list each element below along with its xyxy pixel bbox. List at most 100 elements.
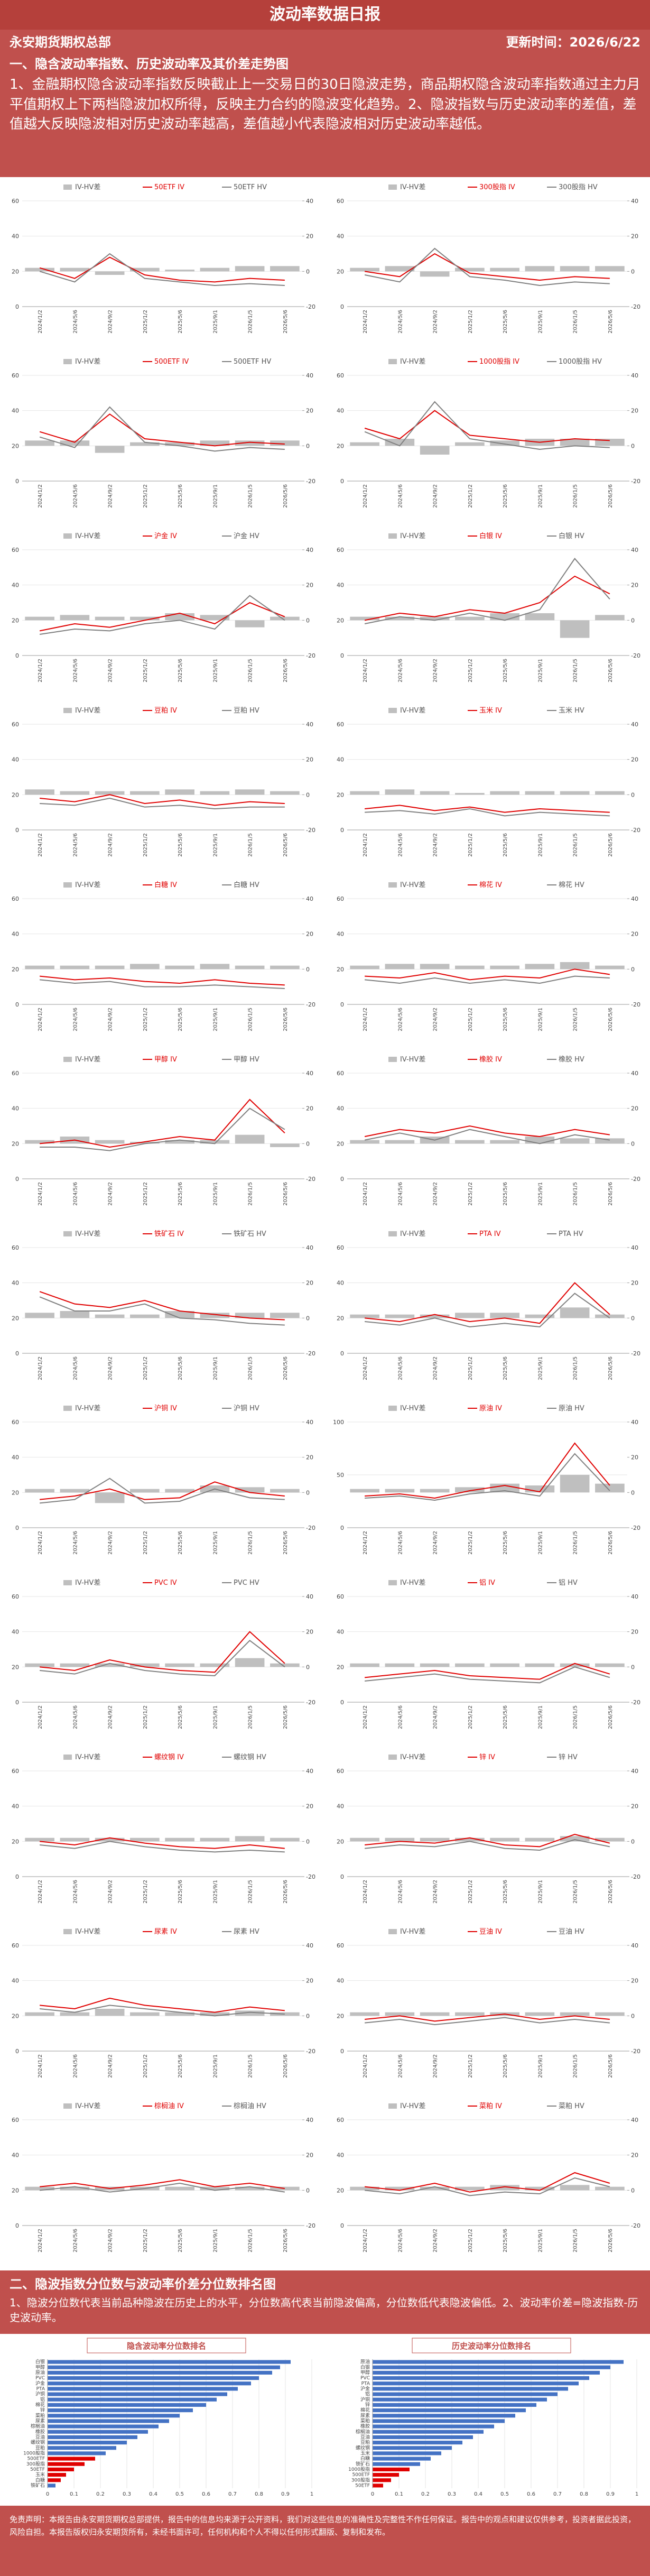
diff-bar [525,1314,555,1318]
x-tick-label: 2025/1/2 [468,2229,473,2252]
x-tick-label: 2025/1/2 [143,2229,148,2252]
legend-swatch [63,1406,72,1411]
line [40,1841,285,1853]
diff-bar [560,1475,590,1493]
diff-bar [60,1663,90,1667]
line [365,805,610,813]
chart: 0 20 40 60 -20 0 20 40 IV-HV差 铝 IV 铝 HV 2024/1/2 202… [337,1579,640,1729]
y2-tick-label: 40 [631,198,638,205]
line [364,247,610,287]
legend-label: 1000股指 HV [559,358,602,366]
legend-label: 豆粕 IV [154,707,177,715]
x-tick-label: 2025/9/1 [537,1008,543,1031]
legend-label: 棉花 HV [559,881,584,889]
legend-label: PVC IV [154,1579,177,1587]
legend-swatch [63,1231,72,1236]
x-tick-label: 2025/5/6 [178,1705,183,1729]
diff-bar [560,1836,590,1842]
diff-bar [130,1314,160,1318]
diff-bar [95,965,125,970]
y-tick-label: 40 [337,1803,344,1810]
legend-swatch [63,359,72,364]
y-tick-label: 20 [337,1838,344,1845]
bar [48,2370,272,2375]
x-tick-label: 2024/9/2 [433,659,439,682]
line [365,1839,610,1851]
diff-bar [350,267,379,272]
x-tick-label: 2026/1/5 [248,2054,254,2078]
y-tick-label: 60 [12,2117,19,2123]
y-tick-label: 40 [337,756,344,763]
legend-label: 铁矿石 IV [154,1230,184,1238]
legend-label: 甲醇 IV [154,1055,177,1064]
chart: 0 20 40 60 -20 0 20 40 IV-HV差 棉花 IV 棉花 HV 2024/1/2 2… [337,881,640,1031]
y2-tick-label: 20 [631,233,638,240]
x-tick-label: 2024/5/6 [72,1531,78,1555]
diff-bar [95,1314,125,1318]
x-tick-label: 2025/9/1 [212,310,218,334]
y2-tick-label: 0 [631,966,635,973]
y2-tick-label: 0 [306,1838,310,1845]
line [364,1129,610,1144]
x-tick-label: 2025/5/6 [178,310,183,334]
bar [373,2424,494,2429]
diff-bar [455,793,485,795]
y-tick-label: 500ETF [352,2472,370,2478]
diff-bar [455,442,485,446]
bar [48,2467,74,2471]
x-tick-label: 2025/1/2 [143,1531,148,1555]
x-tick-label: 2025/1/2 [468,1531,473,1555]
y-tick-label: 棕榈油 [31,2423,45,2430]
x-tick-label: 2025/1/2 [468,659,473,682]
x-tick-label: 2024/5/6 [397,1705,403,1729]
diff-bar [235,1134,265,1144]
x-tick-label: 2024/5/6 [72,2054,78,2078]
x-tick-label: 2026/5/6 [608,659,614,682]
x-tick-label: 0.7 [553,2491,562,2497]
x-tick-label: 0.6 [527,2491,535,2497]
x-tick-label: 2025/5/6 [503,310,508,334]
x-tick-label: 0 [371,2491,374,2497]
legend-label: IV-HV差 [75,881,100,889]
x-tick-label: 2024/1/2 [38,1705,43,1729]
y-tick-label: 60 [12,547,19,553]
x-tick-label: 2026/5/6 [283,2229,289,2252]
x-tick-label: 2026/5/6 [608,1008,614,1031]
x-tick-label: 2026/5/6 [608,1531,614,1555]
x-tick-label: 0.1 [395,2491,403,2497]
diff-bar [165,1663,194,1667]
diff-bar [60,267,90,272]
legend-swatch [63,533,72,539]
disclaimer: 免责声明：本报告由永安期货期权总部提供，报告中的信息均来源于公开资料，我们对这些… [0,2506,650,2576]
legend-label: 白银 IV [479,532,502,540]
y-tick-label: 20 [12,2187,19,2194]
legend-label: 豆油 HV [559,1928,584,1936]
diff-bar [60,1838,90,1842]
diff-bar [95,1140,125,1144]
y-tick-label: 20 [12,1140,19,1147]
x-tick-label: 2026/5/6 [608,310,614,334]
y2-tick-label: 0 [306,966,310,973]
legend-swatch [63,882,72,888]
y2-tick-label: 40 [631,1593,638,1600]
legend-label: 棉花 IV [479,881,502,889]
y2-tick-label: 0 [306,1315,310,1322]
y-tick-label: 锌 [365,2402,370,2408]
section-note: 1、隐波分位数代表当前品种隐波在历史上的水平，分位数高代表当前隐波偏高，分位数低… [10,2296,638,2324]
legend-label: IV-HV差 [75,532,100,540]
diff-bar [200,615,230,621]
y-tick-label: 沪金 [360,2385,370,2392]
legend-label: 铝 HV [559,1579,578,1587]
y-tick-label: 40 [12,1978,19,1984]
y-tick-label: 1000股指 [23,2450,45,2456]
legend-label: PVC HV [234,1579,259,1587]
y-tick-label: PVC [35,2376,45,2381]
x-tick-label: 2025/1/2 [143,310,148,334]
diff-bar [165,1140,194,1144]
x-tick-label: 2025/9/1 [537,1880,543,1904]
y-tick-label: 白银 [35,2359,45,2365]
diff-bar [385,1489,415,1493]
diff-bar [200,2186,230,2191]
diff-bar [525,1663,555,1667]
chart: 0 20 40 60 -20 0 20 40 IV-HV差 豆粕 IV 豆粕 HV 2024/1/2 2… [12,707,315,857]
